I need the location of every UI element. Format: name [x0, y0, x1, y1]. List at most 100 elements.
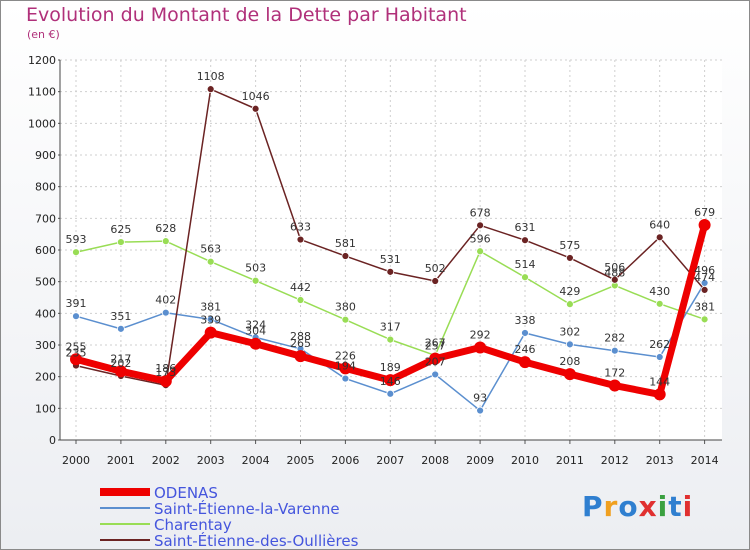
legend-label: ODENAS — [154, 484, 218, 502]
data-point — [386, 267, 395, 276]
x-tick-label: 2014 — [691, 454, 719, 467]
data-label: 144 — [649, 375, 670, 388]
data-label: 503 — [245, 262, 266, 275]
data-label: 146 — [380, 375, 401, 388]
x-tick-label: 2006 — [331, 454, 359, 467]
x-tick-label: 2001 — [107, 454, 135, 467]
data-label: 217 — [110, 352, 131, 365]
x-tick-label: 2003 — [197, 454, 225, 467]
data-point — [610, 346, 619, 355]
data-point — [655, 353, 664, 361]
data-label: 679 — [694, 206, 715, 219]
data-label: 172 — [604, 367, 625, 380]
data-label: 173 — [155, 366, 176, 379]
data-label: 235 — [66, 347, 87, 360]
data-label: 288 — [290, 330, 311, 343]
data-point — [608, 379, 621, 392]
y-tick-label: 900 — [35, 149, 56, 162]
data-label: 381 — [200, 300, 221, 313]
data-point — [655, 233, 664, 242]
data-label: 246 — [515, 343, 536, 356]
x-tick-label: 2005 — [287, 454, 315, 467]
x-tick-label: 2009 — [466, 454, 494, 467]
x-tick-label: 2013 — [646, 454, 674, 467]
data-label: 262 — [649, 338, 670, 351]
y-tick-label: 400 — [35, 307, 56, 320]
data-point — [698, 218, 711, 231]
data-label: 628 — [155, 222, 176, 235]
data-point — [341, 315, 350, 324]
data-point — [339, 362, 352, 375]
y-tick-label: 1000 — [28, 117, 56, 130]
data-point — [521, 273, 529, 282]
legend-label: Charentay — [154, 516, 232, 534]
data-point — [161, 237, 170, 246]
data-label: 207 — [425, 355, 446, 368]
data-point — [117, 238, 125, 246]
data-label: 506 — [604, 261, 625, 274]
data-point — [610, 275, 619, 284]
data-point — [566, 340, 574, 349]
y-tick-label: 600 — [35, 244, 56, 257]
data-label: 302 — [559, 325, 580, 338]
x-tick-label: 2002 — [152, 454, 180, 467]
proxiti-logo: Proxiti — [582, 490, 694, 523]
data-label: 488 — [604, 266, 625, 279]
data-point — [653, 388, 666, 401]
data-label: 208 — [559, 355, 580, 368]
y-tick-label: 700 — [35, 212, 56, 225]
chart-subtitle: (en €) — [27, 28, 60, 41]
y-tick-label: 1200 — [28, 54, 56, 67]
data-point — [431, 277, 440, 285]
data-label: 640 — [649, 218, 670, 231]
data-label: 338 — [515, 314, 536, 327]
data-label: 324 — [245, 318, 266, 331]
data-point — [521, 236, 529, 245]
data-point — [476, 221, 485, 230]
data-label: 633 — [290, 221, 311, 234]
data-label: 442 — [290, 281, 311, 294]
data-label: 575 — [559, 239, 580, 252]
data-label: 194 — [335, 360, 356, 373]
data-label: 514 — [515, 258, 536, 271]
data-label: 381 — [694, 300, 715, 313]
data-label: 304 — [245, 325, 266, 338]
data-point — [384, 374, 397, 387]
data-label: 1046 — [242, 90, 270, 103]
data-point — [161, 308, 170, 317]
data-label: 596 — [470, 232, 491, 245]
x-tick-label: 2010 — [511, 454, 539, 467]
data-label: 402 — [155, 294, 176, 307]
data-point — [159, 375, 172, 388]
x-tick-label: 2004 — [242, 454, 270, 467]
data-point — [117, 324, 125, 333]
data-label: 282 — [604, 332, 625, 345]
x-tick-label: 2007 — [376, 454, 404, 467]
data-label: 202 — [110, 357, 131, 370]
y-tick-label: 800 — [35, 181, 56, 194]
data-point — [700, 315, 709, 324]
data-point — [114, 365, 127, 378]
y-tick-label: 200 — [35, 371, 56, 384]
data-point — [474, 341, 487, 354]
data-point — [294, 350, 307, 363]
chart-title: Evolution du Montant de la Dette par Hab… — [26, 4, 467, 26]
data-point — [72, 312, 80, 321]
data-label: 474 — [694, 271, 715, 284]
data-point — [206, 85, 215, 94]
data-point — [519, 356, 531, 369]
data-label: 429 — [559, 285, 580, 298]
data-point — [72, 248, 80, 257]
data-point — [655, 299, 664, 308]
data-point — [251, 104, 260, 113]
data-point — [341, 374, 350, 383]
data-point — [70, 353, 82, 366]
data-point — [386, 335, 395, 344]
data-label: 502 — [425, 262, 446, 275]
data-label: 186 — [155, 362, 176, 375]
data-point — [296, 235, 305, 244]
data-label: 257 — [425, 340, 446, 353]
data-label: 678 — [470, 206, 491, 219]
data-point — [296, 296, 305, 304]
